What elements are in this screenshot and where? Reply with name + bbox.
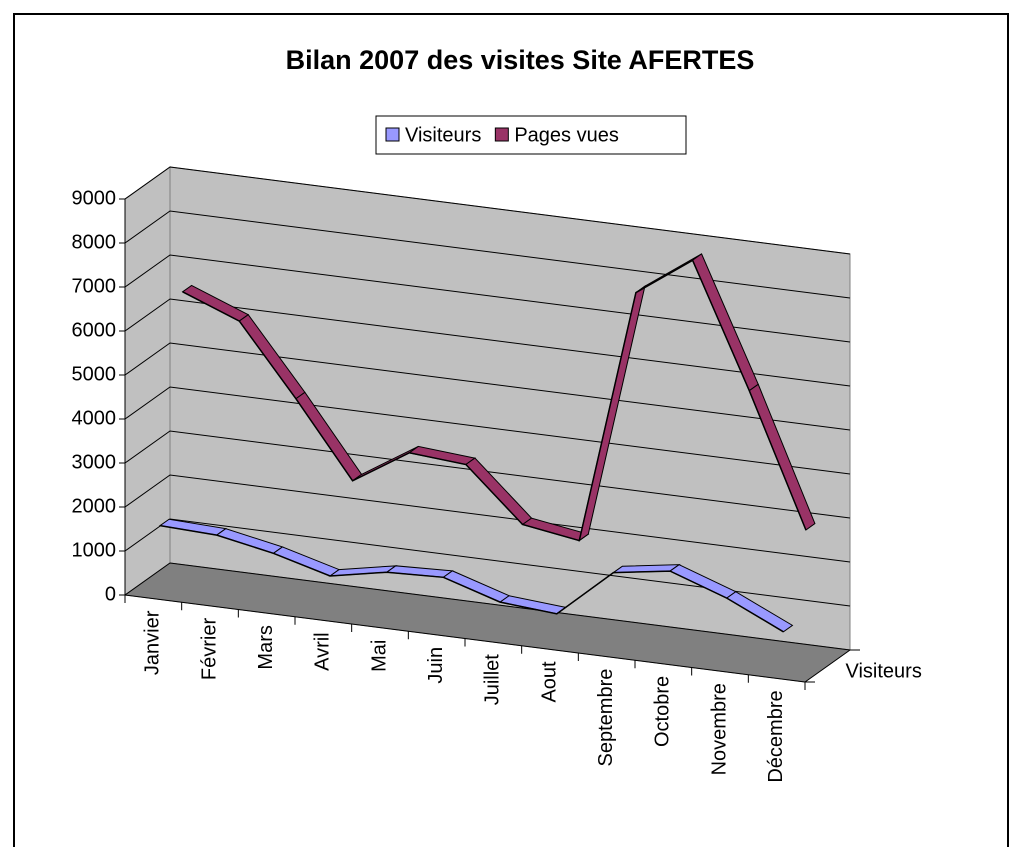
side-wall: [124, 166, 171, 596]
legend-box: [375, 115, 687, 155]
legend-swatch: [494, 127, 509, 142]
x-tick-label: Juin: [425, 647, 447, 684]
y-tick-label: 5000: [72, 363, 117, 385]
grid-line: [124, 254, 851, 343]
x-tick-label: Avril: [312, 632, 334, 671]
x-tick-label: Juillet: [482, 654, 504, 706]
grid-line: [124, 342, 851, 431]
legend-label: Visiteurs: [405, 124, 481, 146]
y-tick-label: 4000: [72, 407, 117, 429]
y-tick-label: 7000: [72, 275, 117, 297]
legend-label: Pages vues: [514, 124, 619, 146]
x-tick-label: Janvier: [142, 610, 164, 675]
series-line: [159, 524, 784, 633]
y-tick-label: 2000: [72, 495, 117, 517]
x-tick-label: Aout: [538, 661, 560, 703]
grid-line: [124, 166, 851, 255]
y-tick-label: 3000: [72, 451, 117, 473]
y-tick-label: 1000: [72, 539, 117, 561]
grid-line: [124, 430, 851, 519]
series-line: [182, 259, 807, 542]
x-tick-label: Septembre: [595, 669, 617, 767]
z-axis: [804, 649, 851, 683]
x-tick-label: Décembre: [765, 690, 787, 782]
x-tick-label: Novembre: [708, 683, 730, 775]
y-tick-label: 0: [105, 583, 116, 605]
y-tick-label: 8000: [72, 231, 117, 253]
grid-line: [124, 386, 851, 475]
chart-title: Bilan 2007 des visites Site AFERTES: [286, 45, 755, 75]
y-tick-label: 9000: [72, 187, 117, 209]
x-tick-label: Octobre: [652, 676, 674, 747]
legend-swatch: [385, 127, 400, 142]
x-tick-label: Mai: [368, 640, 390, 672]
grid-line: [124, 562, 851, 651]
x-tick-label: Février: [198, 618, 220, 681]
grid-line: [124, 474, 851, 563]
z-tick-label: Visiteurs: [846, 660, 922, 682]
y-tick-label: 6000: [72, 319, 117, 341]
grid-line: [124, 210, 851, 299]
x-tick-label: Mars: [255, 625, 277, 669]
